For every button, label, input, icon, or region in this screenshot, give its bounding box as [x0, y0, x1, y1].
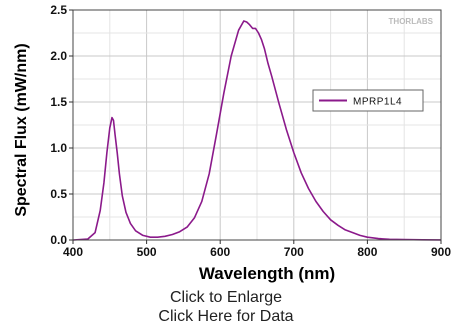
click-to-enlarge-link[interactable]: Click to Enlarge	[169, 289, 283, 306]
legend-box	[312, 89, 424, 112]
plot-frame	[72, 9, 442, 241]
click-here-for-data-link[interactable]: Click Here for Data	[158, 308, 294, 325]
y-axis-title: Spectral Flux (mW/nm)	[13, 43, 30, 216]
x-tick-label: 700	[284, 245, 304, 259]
x-tick-label: 400	[63, 245, 83, 259]
x-tick-label: 500	[137, 245, 157, 259]
x-tick-label: 800	[357, 245, 377, 259]
legend-label-0: MPRP1L4	[353, 97, 402, 108]
x-tick-label: 600	[210, 245, 230, 259]
y-tick-label: 0.0	[50, 233, 67, 247]
y-tick-label: 2.0	[50, 49, 67, 63]
x-tick-label: 900	[431, 245, 451, 259]
series-line-0	[72, 20, 442, 241]
y-tick-label: 1.5	[50, 95, 67, 109]
watermark-logo: THORLABS	[389, 17, 434, 26]
x-axis-title: Wavelength (nm)	[199, 264, 335, 283]
chart-svg: THORLABS 400 500 600 700 800 900 0.0 0.5 1.0 1.5 2.…	[13, 3, 451, 283]
y-tick-label: 1.0	[50, 141, 67, 155]
y-tick-label: 2.5	[50, 3, 67, 17]
spectral-flux-chart: THORLABS 400 500 600 700 800 900 0.0 0.5 1.0 1.5 2.…	[13, 3, 451, 283]
y-tick-label: 0.5	[50, 187, 67, 201]
